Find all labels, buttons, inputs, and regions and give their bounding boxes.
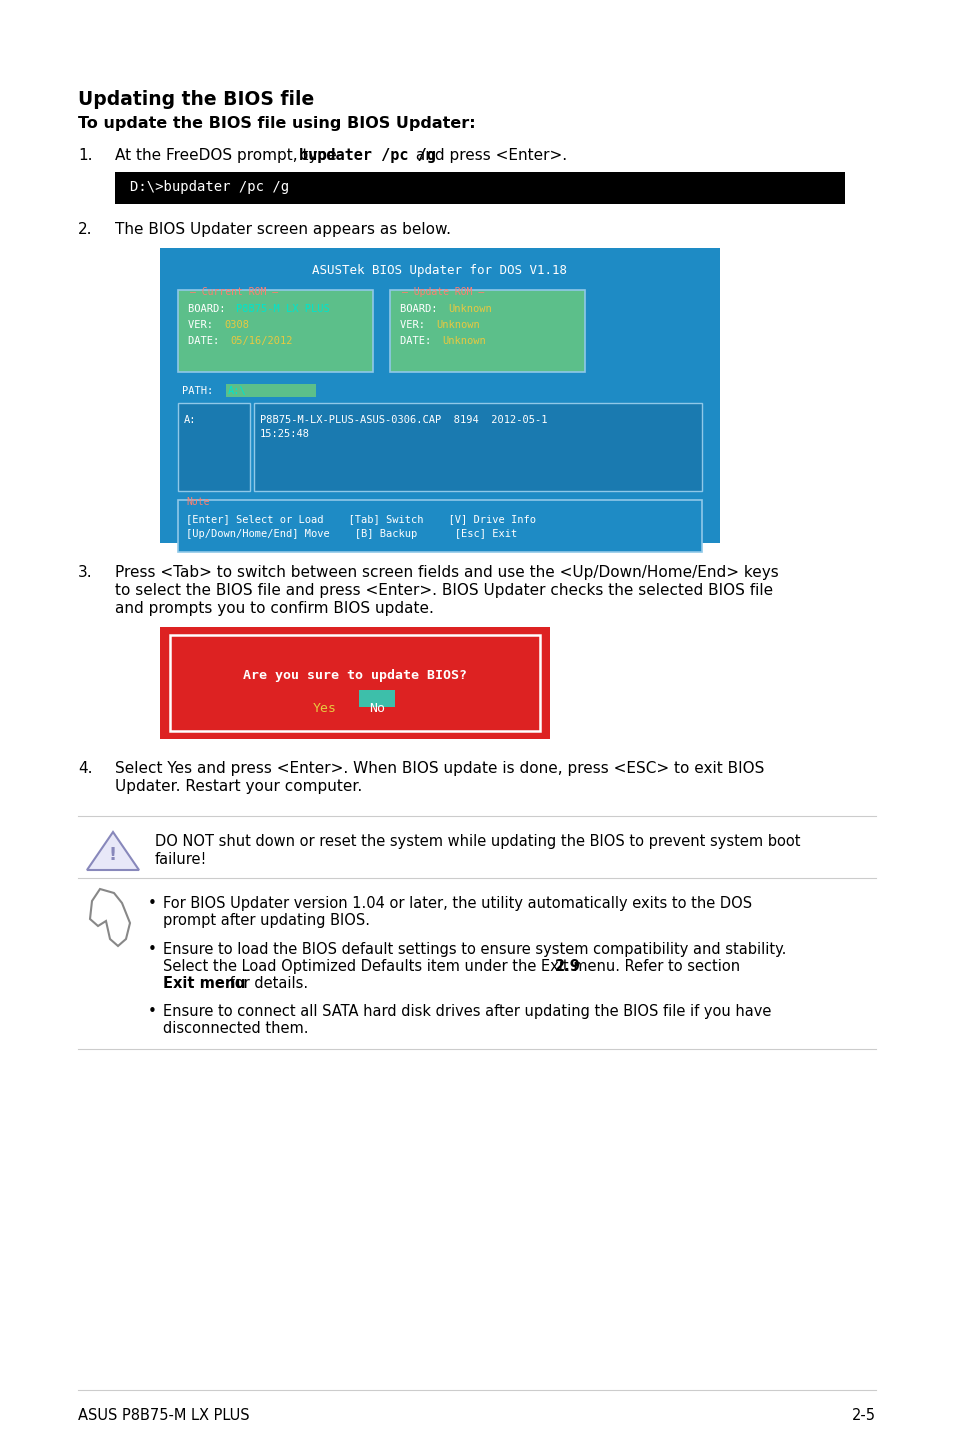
Text: To update the BIOS file using BIOS Updater:: To update the BIOS file using BIOS Updat…	[78, 116, 476, 131]
Polygon shape	[87, 833, 139, 870]
Bar	[253, 403, 701, 490]
Text: 0308: 0308	[224, 321, 249, 329]
Text: Press <Tab> to switch between screen fields and use the <Up/Down/Home/End> keys: Press <Tab> to switch between screen fie…	[115, 565, 778, 580]
Text: for details.: for details.	[225, 976, 308, 991]
Bar	[226, 384, 315, 397]
Text: Are you sure to update BIOS?: Are you sure to update BIOS?	[243, 669, 467, 682]
Text: 2-5: 2-5	[851, 1408, 875, 1424]
Text: ASUSTek BIOS Updater for DOS V1.18: ASUSTek BIOS Updater for DOS V1.18	[313, 265, 567, 278]
Text: failure!: failure!	[154, 851, 207, 867]
Text: PATH:: PATH:	[182, 385, 219, 395]
Text: VER:: VER:	[188, 321, 225, 329]
Text: Unknown: Unknown	[448, 303, 491, 313]
Bar	[358, 690, 395, 707]
Text: 05/16/2012: 05/16/2012	[230, 336, 293, 347]
Text: Select the Load Optimized Defaults item under the Exit menu. Refer to section: Select the Load Optimized Defaults item …	[163, 959, 744, 974]
Text: 1.: 1.	[78, 148, 92, 162]
Text: 4.: 4.	[78, 761, 92, 777]
Bar	[160, 627, 550, 739]
Text: A:: A:	[184, 416, 196, 426]
Text: [Up/Down/Home/End] Move    [B] Backup      [Esc] Exit: [Up/Down/Home/End] Move [B] Backup [Esc]…	[186, 529, 517, 539]
Text: — Update ROM —: — Update ROM —	[401, 288, 484, 298]
Text: Yes: Yes	[313, 702, 336, 715]
Bar	[390, 290, 584, 372]
Text: No: No	[369, 702, 385, 715]
Text: DATE:: DATE:	[399, 336, 443, 347]
Bar	[178, 500, 701, 552]
Text: •: •	[148, 896, 156, 912]
Text: Updater. Restart your computer.: Updater. Restart your computer.	[115, 779, 362, 794]
Text: DO NOT shut down or reset the system while updating the BIOS to prevent system b: DO NOT shut down or reset the system whi…	[154, 834, 800, 848]
Text: 2.: 2.	[78, 221, 92, 237]
Bar	[115, 173, 844, 204]
Text: BOARD:: BOARD:	[399, 303, 443, 313]
Text: — Current ROM —: — Current ROM —	[190, 288, 278, 298]
Text: P8B75-M-LX-PLUS-ASUS-0306.CAP  8194  2012-05-1: P8B75-M-LX-PLUS-ASUS-0306.CAP 8194 2012-…	[260, 416, 547, 426]
Text: •: •	[148, 942, 156, 958]
Text: Unknown: Unknown	[436, 321, 479, 329]
Text: 3.: 3.	[78, 565, 92, 580]
Bar	[178, 403, 250, 490]
Text: Ensure to load the BIOS default settings to ensure system compatibility and stab: Ensure to load the BIOS default settings…	[163, 942, 785, 958]
Text: Ensure to connect all SATA hard disk drives after updating the BIOS file if you : Ensure to connect all SATA hard disk dri…	[163, 1004, 771, 1020]
Text: and press <Enter>.: and press <Enter>.	[411, 148, 566, 162]
Bar	[178, 290, 373, 372]
Bar	[178, 383, 701, 398]
Text: The BIOS Updater screen appears as below.: The BIOS Updater screen appears as below…	[115, 221, 451, 237]
Text: BOARD:: BOARD:	[188, 303, 232, 313]
Bar	[160, 247, 720, 544]
Text: prompt after updating BIOS.: prompt after updating BIOS.	[163, 913, 370, 928]
Bar	[170, 636, 539, 731]
Text: 15:25:48: 15:25:48	[260, 429, 310, 439]
Text: to select the BIOS file and press <Enter>. BIOS Updater checks the selected BIOS: to select the BIOS file and press <Enter…	[115, 582, 772, 598]
Text: DATE:: DATE:	[188, 336, 225, 347]
Text: At the FreeDOS prompt, type: At the FreeDOS prompt, type	[115, 148, 341, 162]
Text: D:\>bupdater /pc /g: D:\>bupdater /pc /g	[130, 180, 289, 194]
Text: Note: Note	[186, 498, 210, 508]
Text: and prompts you to confirm BIOS update.: and prompts you to confirm BIOS update.	[115, 601, 434, 615]
Text: !: !	[109, 846, 117, 864]
Text: bupdater /pc /g: bupdater /pc /g	[298, 148, 436, 162]
Text: Exit menu: Exit menu	[163, 976, 246, 991]
Text: P8B75-M LX PLUS: P8B75-M LX PLUS	[235, 303, 330, 313]
Text: Select Yes and press <Enter>. When BIOS update is done, press <ESC> to exit BIOS: Select Yes and press <Enter>. When BIOS …	[115, 761, 763, 777]
Text: [Enter] Select or Load    [Tab] Switch    [V] Drive Info: [Enter] Select or Load [Tab] Switch [V] …	[186, 513, 536, 523]
Text: Unknown: Unknown	[441, 336, 485, 347]
Text: Updating the BIOS file: Updating the BIOS file	[78, 91, 314, 109]
Text: VER:: VER:	[399, 321, 443, 329]
Text: 2.9: 2.9	[555, 959, 580, 974]
Text: •: •	[148, 1004, 156, 1020]
Text: disconnected them.: disconnected them.	[163, 1021, 308, 1035]
Text: For BIOS Updater version 1.04 or later, the utility automatically exits to the D: For BIOS Updater version 1.04 or later, …	[163, 896, 751, 912]
Text: A:\: A:\	[228, 385, 247, 395]
Text: ASUS P8B75-M LX PLUS: ASUS P8B75-M LX PLUS	[78, 1408, 250, 1424]
